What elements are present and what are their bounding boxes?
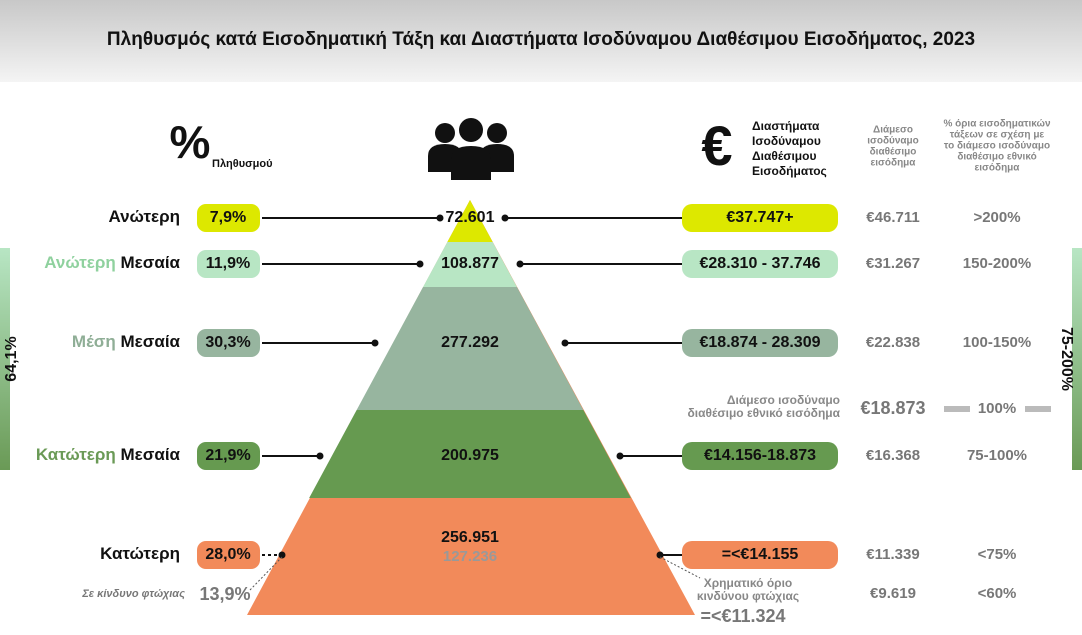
connector-dot <box>561 339 569 347</box>
row-label-word: Μεσαία <box>121 253 181 272</box>
share-box <box>197 329 260 357</box>
income-box <box>682 204 838 232</box>
poverty-connector <box>659 556 701 579</box>
median: €31.267 <box>866 255 920 272</box>
income-box <box>682 250 838 278</box>
threshold: <75% <box>978 546 1017 563</box>
median: €16.368 <box>866 447 920 464</box>
income-box <box>682 442 838 470</box>
connector-dot <box>656 551 664 559</box>
income-box <box>682 329 838 357</box>
poverty-line-label: κινδύνου φτώχιας <box>697 589 799 603</box>
percent-symbol: % <box>170 116 211 168</box>
left-bracket <box>0 248 10 470</box>
median-header: ισοδύναμο <box>867 136 919 147</box>
connector-dot <box>516 260 524 268</box>
population: 277.292 <box>441 334 499 351</box>
share: 28,0% <box>205 546 250 563</box>
pyramid-segment <box>356 287 584 410</box>
left-bracket-label: 64,1% <box>3 336 20 381</box>
income-range: =<€14.155 <box>722 546 799 563</box>
income-header: Διαθέσιμου <box>752 149 816 163</box>
share: 30,3% <box>205 334 250 351</box>
row-label: Κατώτερη <box>100 544 180 563</box>
threshold-header: % όρια εισοδηματικών <box>943 119 1051 130</box>
row-label: Ανώτερη <box>108 207 180 226</box>
population: 256.951 <box>441 529 499 546</box>
connector-dot <box>616 452 624 460</box>
connector-dot <box>371 339 379 347</box>
row-label-word: Ανώτερη <box>44 253 116 272</box>
pyramid-segment <box>423 242 517 287</box>
share-box <box>197 442 260 470</box>
national-median-label: διαθέσιμο εθνικό εισόδημα <box>688 406 841 420</box>
income-header: Εισοδήματος <box>752 164 827 178</box>
threshold: 75-100% <box>967 447 1027 464</box>
median-header: Διάμεσο <box>873 125 913 136</box>
share-box <box>197 204 260 232</box>
euro-symbol: € <box>701 114 732 177</box>
population: 72.601 <box>446 209 495 226</box>
pyramid-segment <box>447 200 493 242</box>
poverty-label: Σε κίνδυνο φτώχιας <box>81 588 185 600</box>
share-box <box>197 541 260 569</box>
connector-dot <box>416 260 424 268</box>
national-median: €18.873 <box>860 398 925 418</box>
pyramid-segment <box>309 410 631 498</box>
row-label-word: Ανώτερη <box>108 207 180 226</box>
connector-dot <box>278 551 286 559</box>
row-label-word: Μέση <box>72 332 116 351</box>
connector-dot <box>501 214 509 222</box>
population-at-risk: 127.236 <box>443 548 497 565</box>
title-bar <box>0 0 1082 82</box>
national-threshold: 100% <box>978 400 1016 417</box>
median: €22.838 <box>866 334 920 351</box>
median-header: εισόδημα <box>871 158 917 169</box>
income-header: Ισοδύναμου <box>752 134 821 148</box>
threshold-header: εισόδημα <box>975 163 1021 174</box>
row-label: Ανώτερη Μεσαία <box>44 253 180 272</box>
connector-dot <box>316 452 324 460</box>
poverty-threshold: <60% <box>978 585 1017 602</box>
row-label-word: Κατώτερη <box>36 445 116 464</box>
row-label-word: Μεσαία <box>121 332 181 351</box>
share: 21,9% <box>205 447 250 464</box>
income-range: €18.874 - 28.309 <box>700 334 821 351</box>
income-header: Διαστήματα <box>752 119 820 133</box>
threshold-header: διαθέσιμο εθνικό <box>957 152 1036 163</box>
row-label: Κατώτερη Μεσαία <box>36 445 181 464</box>
right-bracket <box>1072 248 1082 470</box>
median-header: διαθέσιμο <box>870 147 917 158</box>
median: €46.711 <box>866 209 919 226</box>
poverty-line-value: =<€11.324 <box>700 606 785 626</box>
share: 11,9% <box>206 255 250 272</box>
poverty-share: 13,9% <box>199 584 250 604</box>
threshold-header: τάξεων σε σχέση με <box>950 130 1045 141</box>
income-range: €37.747+ <box>726 209 793 226</box>
people-icon <box>428 118 514 180</box>
threshold: >200% <box>973 209 1020 226</box>
income-range: €28.310 - 37.746 <box>700 255 821 272</box>
poverty-median: €9.619 <box>870 585 916 602</box>
threshold: 100-150% <box>963 334 1031 351</box>
population: 108.877 <box>441 255 499 272</box>
row-label-word: Μεσαία <box>121 445 181 464</box>
median: €11.339 <box>866 546 919 563</box>
connector-dot <box>436 214 444 222</box>
row-label: Μέση Μεσαία <box>72 332 181 351</box>
income-range: €14.156-18.873 <box>704 447 816 464</box>
poverty-line-label: Χρηματικό όριο <box>704 576 793 590</box>
national-median-label: Διάμεσο ισοδύναμο <box>727 393 840 407</box>
threshold: 150-200% <box>963 255 1031 272</box>
share: 7,9% <box>210 209 246 226</box>
income-box <box>682 541 838 569</box>
percent-label: Πληθυσμού <box>212 158 273 170</box>
title: Πληθυσμός κατά Εισοδηματική Τάξη και Δια… <box>107 29 975 50</box>
share-box <box>197 250 260 278</box>
row-label-word: Κατώτερη <box>100 544 180 563</box>
threshold-header: το διάμεσο ισοδύναμο <box>944 141 1050 152</box>
population: 200.975 <box>441 447 499 464</box>
right-bracket-label: 75-200% <box>1058 327 1075 391</box>
